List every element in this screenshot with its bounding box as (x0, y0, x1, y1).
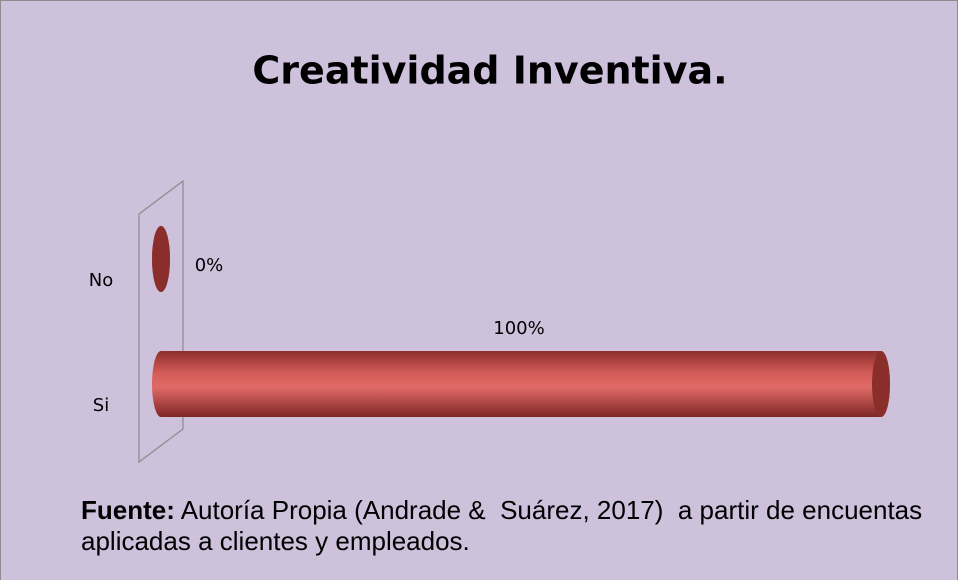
bar (152, 351, 890, 417)
y-tick-label: Si (93, 395, 109, 416)
value-label: 100% (493, 318, 544, 339)
depth-wall (138, 179, 184, 464)
source-note: Fuente: Autoría Propia (Andrade & Suárez… (81, 495, 941, 557)
source-text: Autoría Propia (Andrade & Suárez, 2017) … (81, 495, 930, 556)
value-label: 0% (195, 255, 224, 276)
chart-title: Creatividad Inventiva. (252, 49, 727, 93)
y-tick-label: No (89, 270, 113, 291)
source-label: Fuente: (81, 495, 175, 525)
bar-end-cap (152, 226, 170, 292)
bar-end-cap (872, 351, 890, 417)
